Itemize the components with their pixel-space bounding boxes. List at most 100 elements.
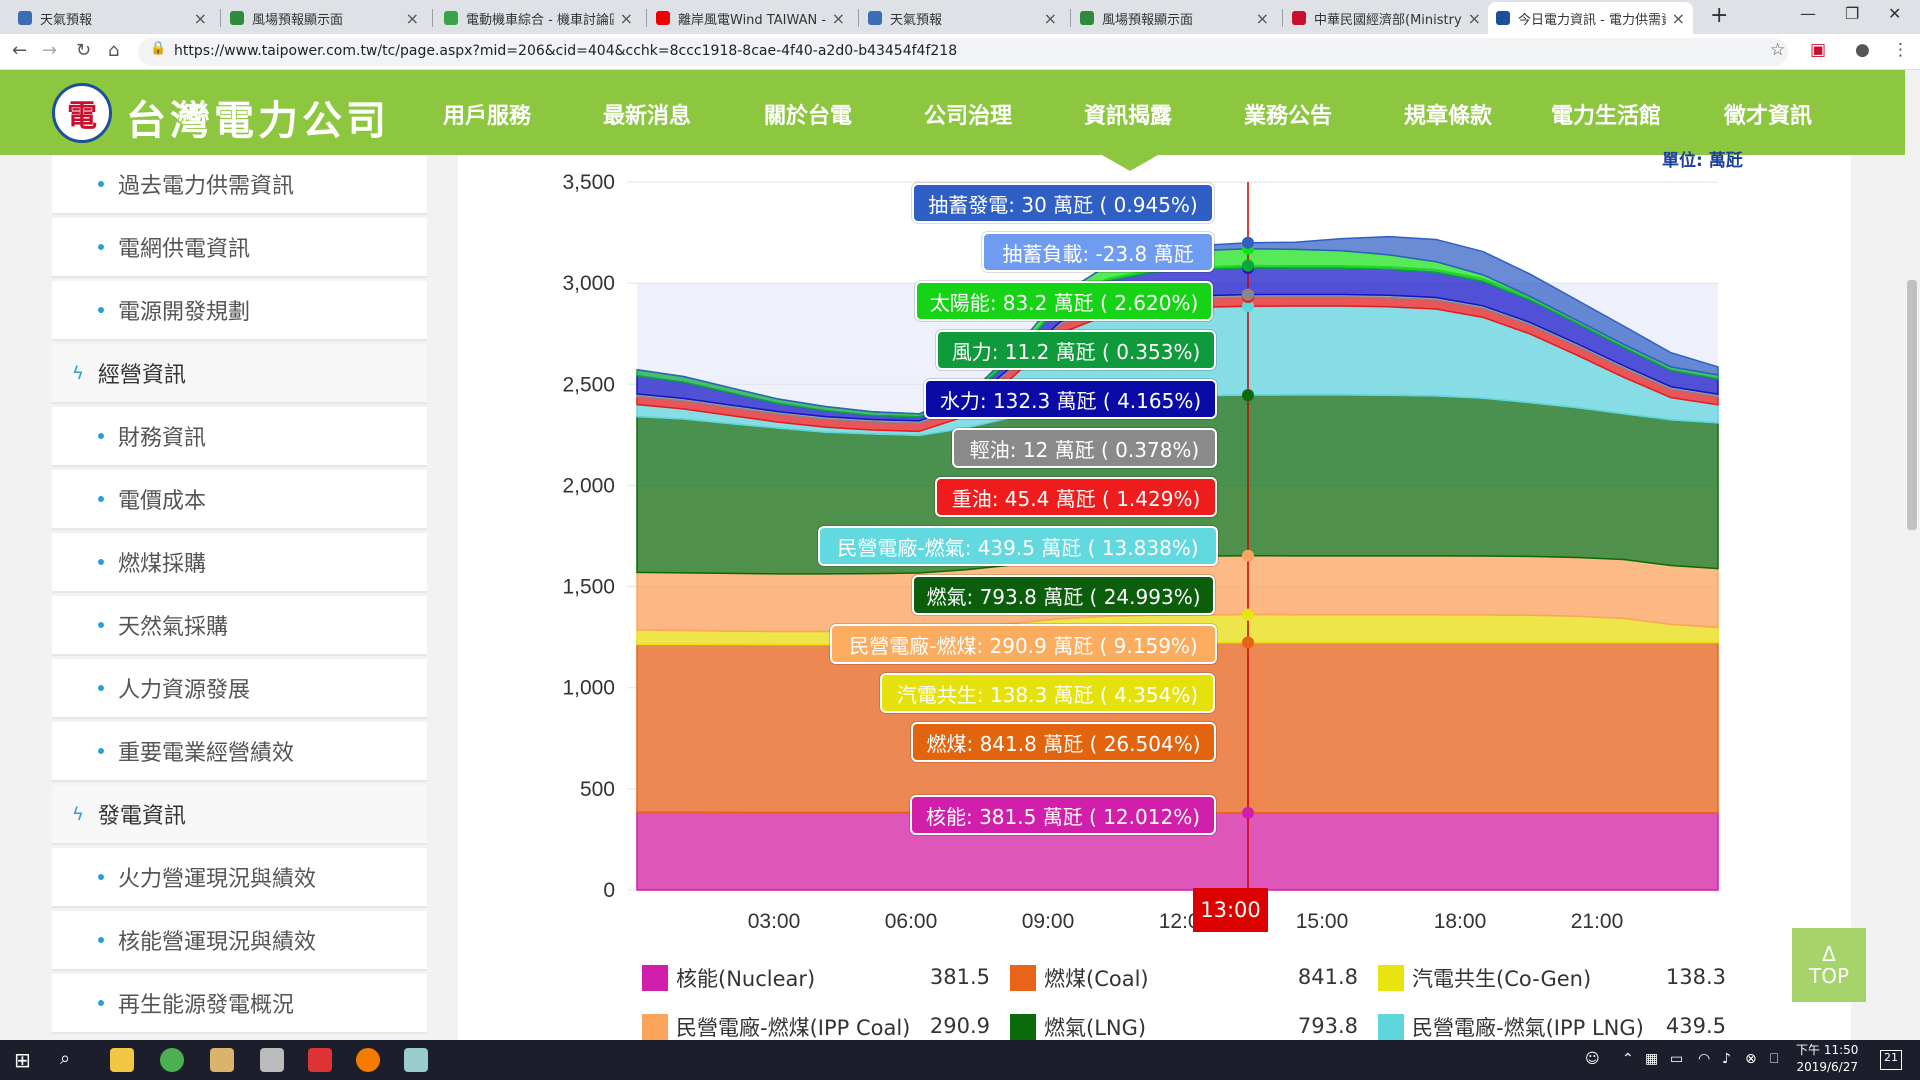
tooltip-row: 重油: 45.4 萬瓩 ( 1.429%) [935,477,1217,517]
firefox-icon[interactable] [356,1048,380,1072]
browser-tab[interactable]: 電動機車綜合 - 機車討論區 × [436,2,641,34]
reload-icon[interactable]: ↻ [76,40,92,61]
legend-item[interactable]: 核能(Nuclear) [642,963,815,993]
system-clock[interactable]: 下午 11:50 2019/6/27 [1796,1043,1859,1074]
browser-tab[interactable]: 天氣預報 × [860,2,1065,34]
tab-close-icon[interactable]: × [831,8,845,28]
sidebar-category[interactable]: ϟ 經營資訊 [52,344,427,404]
bullet-icon [98,433,104,439]
legend-item[interactable]: 燃氣(LNG) [1010,1012,1146,1042]
legend-item[interactable]: 民營電廠-燃煤(IPP Coal) [642,1012,910,1042]
tab-close-icon[interactable]: × [1671,8,1685,28]
people-icon[interactable]: ☺ [1585,1051,1600,1067]
menu-item[interactable]: 徵才資訊 [1724,104,1813,129]
lock-icon[interactable]: 🔒 [150,41,167,56]
menu-item[interactable]: 最新消息 [603,104,692,129]
sidebar-item[interactable]: 火力營運現況與績效 [52,848,427,908]
sidebar-item[interactable]: 天然氣採購 [52,596,427,656]
menu-item[interactable]: 用戶服務 [443,104,532,129]
new-tab-button[interactable]: + [1710,3,1729,28]
site-name[interactable]: 台灣電力公司 [126,97,390,144]
legend-item[interactable]: 燃煤(Coal) [1010,963,1149,993]
maximize-icon[interactable]: ❐ [1845,4,1860,23]
taipower-logo[interactable]: 電 [52,83,112,143]
sidebar-item[interactable]: 重要電業經營績效 [52,722,427,782]
y-tick-label: 2,000 [562,474,615,497]
tab-close-icon[interactable]: × [405,8,419,28]
sidebar-item[interactable]: 核能營運現況與績效 [52,911,427,971]
notification-icon[interactable]: 21 [1880,1050,1902,1070]
tab-close-icon[interactable]: × [1467,8,1481,28]
close-window-icon[interactable]: ✕ [1888,4,1902,23]
legend-value: 381.5 [929,965,990,989]
app-icon[interactable] [260,1048,284,1072]
forward-icon[interactable]: → [42,40,58,61]
scrollbar-thumb[interactable] [1907,280,1917,530]
tray-chevron-icon[interactable]: ⌃ [1622,1051,1634,1067]
back-icon[interactable]: ← [12,40,28,61]
cursor-dot [1242,236,1254,249]
sidebar-item[interactable]: 燃煤採購 [52,533,427,593]
language-icon[interactable]: ⎕ [1770,1051,1779,1067]
sidebar-item-label: 經營資訊 [97,363,186,388]
sidebar-item[interactable]: 電源開發規劃 [52,281,427,341]
volume-icon[interactable]: ♪ [1722,1051,1731,1067]
browser-tab[interactable]: 中華民國經濟部(Ministry o × [1284,2,1489,34]
legend-item[interactable]: 民營電廠-燃氣(IPP LNG) [1378,1012,1644,1042]
network-icon[interactable]: ▦ [1645,1051,1659,1067]
browser-tab[interactable]: 風場預報顯示面 × [1072,2,1277,34]
windows-taskbar: ⊞ ⌕ ☺ ⌃ ▦ ▭ ◠ ♪ ⊗ ⎕ 下午 11:50 2019/6/27 2… [0,1040,1920,1080]
sidebar-category[interactable]: ϟ 發電資訊 [52,785,427,845]
sidebar-item-label: 重要電業經營績效 [118,741,295,766]
legend-label: 民營電廠-燃氣(IPP LNG) [1412,1016,1644,1040]
tab-title: 天氣預報 [890,12,943,28]
bookmark-star-icon[interactable]: ☆ [1770,40,1786,60]
app-icon[interactable] [404,1048,428,1072]
ime-icon[interactable]: ⊗ [1745,1051,1757,1067]
sidebar-item-label: 再生能源發電概況 [118,993,295,1018]
wifi-icon[interactable]: ◠ [1698,1051,1711,1067]
menu-item[interactable]: 規章條款 [1404,104,1493,129]
menu-item[interactable]: 關於台電 [764,104,853,129]
legend-item[interactable]: 汽電共生(Co-Gen) [1378,963,1591,993]
page-scrollbar[interactable] [1905,70,1920,1040]
sidebar-item[interactable]: 電網供電資訊 [52,218,427,278]
file-explorer-icon[interactable] [110,1048,134,1072]
y-tick-label: 500 [580,778,615,801]
site-header: 電 台灣電力公司 用戶服務 最新消息 關於台電 公司治理 資訊揭露 業務公告 規章條款 電力生… [0,70,1905,155]
app-icon[interactable] [308,1048,332,1072]
menu-item[interactable]: 業務公告 [1244,104,1333,129]
tab-close-icon[interactable]: × [1255,8,1269,28]
sidebar-item[interactable]: 財務資訊 [52,407,427,467]
sidebar-item-label: 核能營運現況與績效 [118,930,317,955]
browser-tab[interactable]: 天氣預報 × [10,2,215,34]
bullet-icon [98,559,104,565]
menu-item[interactable]: 電力生活館 [1551,104,1662,129]
sidebar-item[interactable]: 過去電力供需資訊 [52,155,427,215]
sidebar-item[interactable]: 人力資源發展 [52,659,427,719]
extension-icon[interactable]: ▣ [1810,40,1827,60]
windows-start-icon[interactable]: ⊞ [14,1048,31,1072]
menu-item[interactable]: 公司治理 [924,104,1013,129]
sidebar-item[interactable]: 再生能源發電概況 [52,974,427,1034]
tab-close-icon[interactable]: × [193,8,207,28]
minimize-icon[interactable]: — [1800,4,1816,23]
sidebar-item[interactable]: 電價成本 [52,470,427,530]
search-icon[interactable]: ⌕ [60,1048,71,1069]
browser-tab[interactable]: 離岸風電Wind TAIWAN - Y × [648,2,853,34]
back-to-top-button[interactable]: Δ TOP [1792,928,1866,1002]
browser-tab[interactable]: 風場預報顯示面 × [222,2,427,34]
menu-item[interactable]: 資訊揭露 [1084,104,1173,129]
browser-tab[interactable]: 今日電力資訊 - 電力供需資 × [1488,2,1693,34]
tab-close-icon[interactable]: × [619,8,633,28]
tooltip-row: 燃煤: 841.8 萬瓩 ( 26.504%) [911,722,1216,762]
profile-icon[interactable]: ● [1855,40,1870,60]
menu-icon[interactable]: ⋮ [1892,40,1909,60]
keyboard-icon[interactable]: ▭ [1670,1051,1684,1067]
app-icon[interactable] [210,1048,234,1072]
home-icon[interactable]: ⌂ [108,40,120,61]
x-tick-label: 06:00 [885,910,938,933]
chrome-icon[interactable] [160,1048,184,1072]
url-input[interactable]: https://www.taipower.com.tw/tc/page.aspx… [138,38,1788,66]
tab-close-icon[interactable]: × [1043,8,1057,28]
